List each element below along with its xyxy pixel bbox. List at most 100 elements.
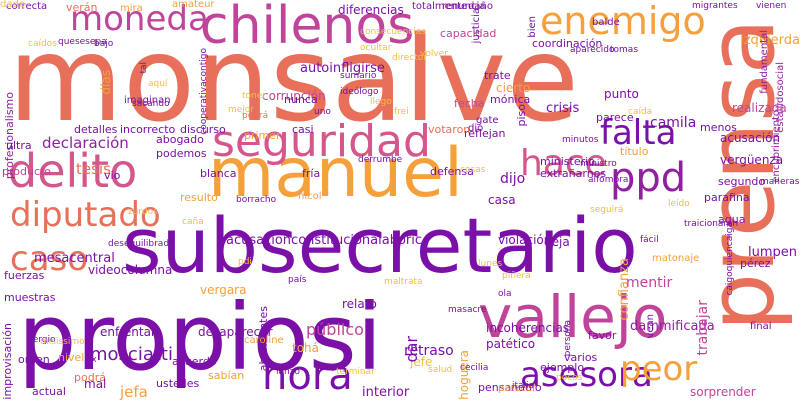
cloud-word: hoguera [457,350,471,400]
cloud-word: masacre [448,305,487,315]
cloud-word: fácil [640,235,659,245]
cloud-word: primer [244,129,281,142]
cloud-word: maneras [760,177,800,187]
cloud-word: ideólogo [340,87,379,97]
cloud-word: autoinfligirse [300,61,385,76]
cloud-word: ex [86,355,97,365]
cloud-word: pérez [740,257,771,270]
cloud-word: acuerdo [172,355,217,368]
cloud-word: frei [394,107,409,117]
cloud-word: imaginan [124,95,171,106]
cloud-word: fría [302,167,321,180]
cloud-word: corrupción [262,89,326,103]
cloud-word: tomas [610,45,639,55]
cloud-word: misissimo [40,337,85,347]
cloud-word: tal [139,62,149,74]
cloud-word: casa [488,193,516,207]
cloud-word: hora [262,353,353,399]
cloud-word: derrumbe [358,155,403,165]
cloud-word: bien [527,16,538,38]
cloud-word: final [750,321,772,332]
cloud-word: caídos [28,39,57,49]
cloud-word: sacando [132,99,170,109]
cloud-word: ejemplo [540,361,585,374]
cloud-word: sorprender [690,385,756,399]
cloud-word: deja [544,235,570,249]
cloud-word: renuncia [442,1,486,12]
cloud-word: manuel [208,134,463,213]
cloud-word: italia [512,381,535,391]
cloud-word: incoherencias [486,321,570,335]
cloud-word: ministerio [540,155,595,168]
cloud-word: traicionaron [684,219,739,229]
cloud-word: tesis [76,160,111,178]
cloud-word: ocultar [360,43,392,53]
cloud-word: incorrecto [120,123,176,136]
cloud-word: piñera [502,271,531,281]
cloud-word: trabajar [695,300,711,356]
cloud-word: cecilia [460,363,489,373]
cloud-word: declaración [42,134,129,152]
cloud-word: caigoquiencaiga [725,222,735,296]
cloud-word: varios [564,351,598,364]
cloud-word: pdi [238,257,252,267]
cloud-word: discurso [180,123,226,136]
cloud-word: hace [520,143,607,184]
cloud-word: nivel [58,351,85,364]
cloud-word: monsalve [8,10,579,148]
cloud-word: vallejo [478,283,668,351]
cloud-word: maltrata [384,277,423,287]
cloud-word: dammificada [630,319,715,334]
cloud-word: reflejan [464,127,506,140]
cloud-word: lunes [478,259,503,269]
cloud-word: favor [588,329,617,342]
cloud-word: dado [0,0,25,10]
cloud-word: llego [370,97,392,107]
cloud-word: alfombra [588,175,629,185]
cloud-word: tohá [292,341,320,355]
cloud-word: aquí [148,79,168,89]
cloud-word: dar [402,336,421,363]
cloud-word: abogado [156,133,204,146]
cloud-word: actual [32,385,66,398]
cloud-word: chilenos [200,0,415,56]
cloud-word: justicia [471,8,482,44]
cloud-word: subsecretario [122,201,638,290]
cloud-word: izquierda [740,33,800,48]
cloud-word: parecer [498,383,537,394]
cloud-word: país [288,275,307,285]
cloud-word: persona [563,320,573,357]
cloud-word: mesacentral [34,251,115,266]
cloud-word: dijo [500,171,526,187]
cloud-word: violación [498,233,552,247]
cloud-word: relato [342,297,377,311]
cloud-word: caso [10,239,89,279]
cloud-word: segundo [718,175,766,188]
cloud-word: jefe [410,355,433,369]
cloud-word: cosas [460,165,486,175]
cloud-word: mejor [228,105,255,115]
cloud-word: consecuencias [360,27,426,37]
cloud-word: vean [645,314,656,339]
cloud-word: enemigo [540,0,706,43]
cloud-word: podrá [74,371,106,384]
cloud-word: desaparecer [198,325,273,339]
cloud-word: mal [84,377,107,391]
cloud-word: interior [362,385,410,400]
cloud-word: votaron [428,123,471,136]
cloud-word: vienen [756,1,787,11]
cloud-word: ustedes [156,377,200,390]
cloud-word: piso [515,104,528,127]
cloud-word: director [392,53,427,63]
cloud-word: público [306,320,364,339]
cloud-word: patético [486,337,536,351]
cloud-word: lumpen [748,245,798,260]
cloud-word: leído [668,199,690,209]
cloud-word: borracho [236,195,277,205]
cloud-word: ppd [610,155,687,201]
cloud-word: ultra [6,139,32,152]
cloud-word: fuerzas [4,269,45,282]
cloud-word: balde [592,17,620,28]
cloud-word: aparecido [570,45,615,55]
cloud-word: ministro [580,159,617,169]
